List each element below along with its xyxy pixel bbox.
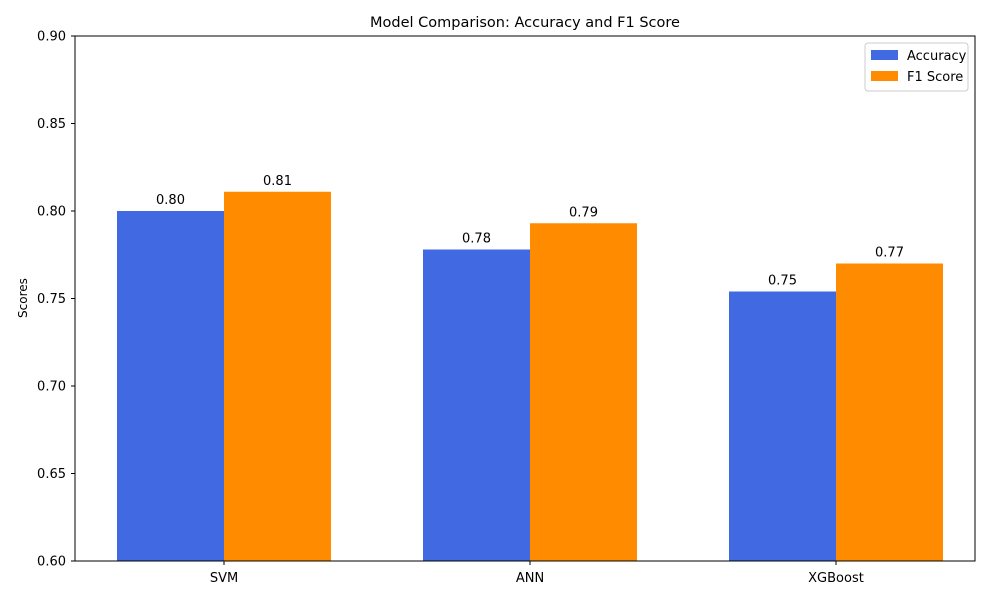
y-tick-label: 0.90: [37, 30, 66, 45]
bar-accuracy-xgboost: [729, 291, 836, 561]
data-label: 0.81: [263, 174, 292, 189]
legend: Accuracy F1 Score: [864, 42, 969, 92]
x-tick-label: ANN: [516, 571, 544, 586]
data-label: 0.80: [156, 193, 185, 208]
y-tick-label: 0.60: [37, 555, 66, 570]
y-tick-label: 0.70: [37, 380, 66, 395]
x-tick-label: XGBoost: [808, 571, 864, 586]
y-tick-label: 0.85: [37, 117, 66, 132]
data-label: 0.77: [875, 246, 904, 261]
bar-f1-score-svm: [224, 191, 331, 561]
bar-f1-score-xgboost: [836, 263, 943, 561]
data-label: 0.75: [768, 274, 797, 289]
data-label: 0.78: [462, 232, 491, 247]
x-tick-label: SVM: [210, 571, 238, 586]
y-tick-label: 0.80: [37, 205, 66, 220]
plot-area: 0.80 0.78 0.75 0.81 0.79 0.77 0.60 0.65 0.70 0.75…: [37, 30, 976, 586]
bar-f1-score-ann: [530, 223, 637, 561]
legend-label: F1 Score: [907, 70, 963, 85]
chart-title: Model Comparison: Accuracy and F1 Score: [370, 15, 680, 31]
legend-swatch-accuracy: [871, 50, 898, 60]
y-tick-label: 0.75: [37, 292, 66, 307]
legend-swatch-f1-score: [871, 71, 898, 81]
legend-label: Accuracy: [907, 49, 967, 64]
bar-accuracy-svm: [117, 211, 224, 561]
data-label: 0.79: [569, 205, 598, 220]
y-axis-label: Scores: [16, 278, 30, 318]
y-tick-label: 0.65: [37, 467, 66, 482]
bar-accuracy-ann: [423, 249, 530, 561]
